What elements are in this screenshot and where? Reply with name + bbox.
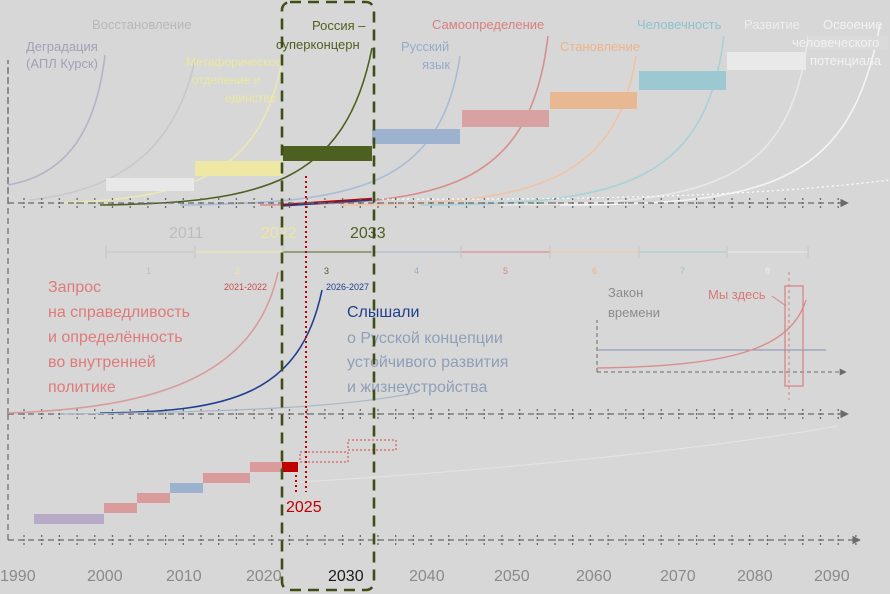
label-russia-2: суперконцерн <box>276 37 360 52</box>
label-mastery-2: человеческого <box>792 35 879 50</box>
axis-year-2090: 2090 <box>814 568 850 585</box>
axis-year-2010: 2010 <box>166 568 202 585</box>
stage-number-1: 1 <box>146 266 151 276</box>
label-russia-1: Россия – <box>312 18 366 33</box>
label-unity-3: единство <box>225 91 276 105</box>
highlight-frame-2022-2033 <box>280 0 376 592</box>
axis-year-2000: 2000 <box>87 568 123 585</box>
axis-year-2070: 2070 <box>660 568 696 585</box>
label-russian-language-1: Русский <box>401 39 449 54</box>
year-mark-2022: 2022 <box>261 225 297 242</box>
label-mastery-1: Освоение <box>823 17 883 32</box>
top-red-segment <box>281 197 373 207</box>
axis-year-2050: 2050 <box>494 568 530 585</box>
inset-law-of-time: Закон времени Мы здесь <box>596 272 847 400</box>
label-range-2026: 2026-2027 <box>326 282 369 292</box>
bar-selfdetermination <box>462 110 549 127</box>
axis-year-1990: 1990 <box>0 568 36 585</box>
middle-axis-ticks <box>23 409 839 419</box>
axis-year-2060: 2060 <box>576 568 612 585</box>
curve-degradation <box>7 54 106 186</box>
axis-year-2040: 2040 <box>409 568 445 585</box>
curve-request <box>7 271 279 414</box>
label-heard-1: Слышали <box>347 304 419 321</box>
stage-bars <box>106 36 888 191</box>
label-selfdetermination: Самоопределение <box>432 17 544 32</box>
bar-russia <box>283 146 372 161</box>
axis-year-2080: 2080 <box>737 568 773 585</box>
axis-year-2020: 2020 <box>246 568 282 585</box>
bottom-bars <box>34 439 397 524</box>
stage-number-3: 3 <box>324 266 329 276</box>
stage-number-2: 2 <box>235 266 240 276</box>
label-heard-3: устойчивого развития <box>347 354 508 371</box>
stage-scale <box>105 246 809 258</box>
label-2025: 2025 <box>286 499 322 516</box>
bar-humanity <box>639 71 726 90</box>
bottom-axis <box>7 414 861 545</box>
label-formation: Становление <box>560 39 640 54</box>
label-request-4: во внутренней <box>48 354 156 371</box>
label-heard-2: о Русской концепции <box>347 330 503 347</box>
bar-restoration <box>106 178 194 191</box>
label-degradation: Деградация <box>26 39 98 54</box>
label-degradation-sub: (АПЛ Курск) <box>26 56 98 71</box>
curve-bottom-trend <box>299 425 839 483</box>
label-law-2: времени <box>608 305 660 320</box>
curve-development <box>499 35 809 206</box>
label-mastery-3: потенциала <box>810 53 882 68</box>
stage-number-6: 6 <box>592 266 597 276</box>
label-heard-4: и жизнеустройства <box>347 379 487 396</box>
curve-mastery <box>559 23 881 206</box>
bar-unity <box>195 161 282 176</box>
curve-restoration <box>29 59 196 201</box>
curve-heard <box>99 289 323 414</box>
label-development: Развитие <box>744 17 800 32</box>
stage-number-5: 5 <box>503 266 508 276</box>
label-request-3: и определённость <box>48 329 183 346</box>
label-unity-2: отделение и <box>192 73 261 87</box>
label-we-here: Мы здесь <box>708 287 766 302</box>
label-request-5: политике <box>48 379 116 396</box>
stage-number-7: 7 <box>680 266 685 276</box>
label-request-1: Запрос <box>48 279 101 296</box>
top-dotted-trend <box>371 179 890 200</box>
label-russian-language-2: язык <box>422 57 450 72</box>
year-mark-2011: 2011 <box>169 225 204 242</box>
top-axis-ticks <box>23 198 839 208</box>
year-mark-2033: 2033 <box>350 225 386 242</box>
stage-number-8: 8 <box>765 266 770 276</box>
label-request-2: на справедливость <box>48 304 190 321</box>
top-blue-segment <box>281 199 373 207</box>
label-range-2021: 2021-2022 <box>224 282 267 292</box>
bar-development <box>727 52 806 70</box>
label-restoration: Восстановление <box>92 17 191 32</box>
stage-number-4: 4 <box>414 266 419 276</box>
bottom-axis-ticks <box>23 535 857 545</box>
label-unity-1: Метафорическое <box>186 55 282 69</box>
bar-formation <box>550 92 637 109</box>
label-humanity: Человечность <box>637 17 722 32</box>
bar-russian-language <box>372 129 460 144</box>
bar-mastery <box>808 36 888 50</box>
label-law-1: Закон <box>608 285 643 300</box>
axis-year-2030: 2030 <box>328 568 364 585</box>
curve-middle-gray <box>59 391 419 415</box>
